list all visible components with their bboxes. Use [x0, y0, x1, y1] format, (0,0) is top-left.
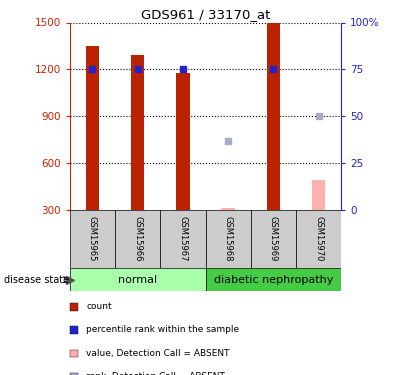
Text: count: count: [86, 302, 112, 311]
Bar: [115, 210, 160, 268]
Bar: [176, 73, 190, 210]
Bar: [251, 210, 296, 268]
Bar: [206, 210, 251, 268]
Title: GDS961 / 33170_at: GDS961 / 33170_at: [141, 8, 270, 21]
Bar: [206, 268, 341, 291]
Text: GSM15968: GSM15968: [224, 216, 233, 262]
Text: GSM15969: GSM15969: [269, 216, 278, 262]
Bar: [86, 46, 99, 210]
Text: percentile rank within the sample: percentile rank within the sample: [86, 326, 240, 334]
Text: rank, Detection Call = ABSENT: rank, Detection Call = ABSENT: [86, 372, 225, 375]
Text: GSM15970: GSM15970: [314, 216, 323, 262]
Bar: [70, 210, 115, 268]
Text: disease state: disease state: [4, 275, 69, 285]
Text: normal: normal: [118, 275, 157, 285]
Text: GSM15967: GSM15967: [178, 216, 187, 262]
Bar: [160, 210, 206, 268]
Bar: [312, 180, 326, 210]
Text: GSM15966: GSM15966: [133, 216, 142, 262]
Bar: [70, 268, 206, 291]
Text: GSM15965: GSM15965: [88, 216, 97, 262]
Text: value, Detection Call = ABSENT: value, Detection Call = ABSENT: [86, 349, 230, 358]
Bar: [267, 22, 280, 210]
Bar: [296, 210, 341, 268]
Bar: [131, 56, 145, 210]
Text: diabetic nephropathy: diabetic nephropathy: [214, 275, 333, 285]
Bar: [222, 209, 235, 210]
